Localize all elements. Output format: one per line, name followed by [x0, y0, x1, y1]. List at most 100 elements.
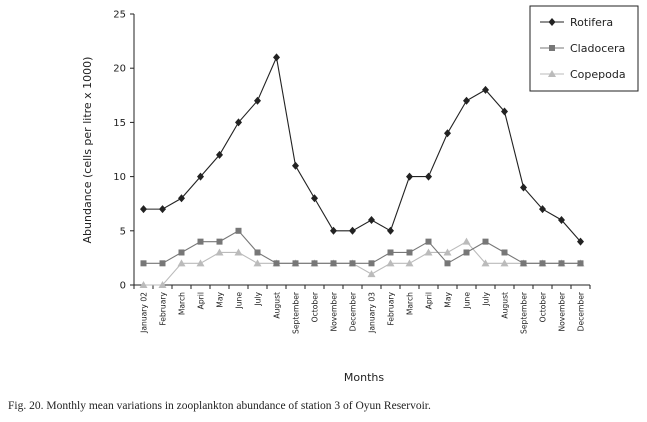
rotifera-point	[425, 172, 432, 181]
legend-item-cladocera: Cladocera	[540, 42, 625, 55]
cladocera-point	[330, 260, 337, 267]
rotifera-point	[349, 226, 356, 235]
rotifera-point	[539, 205, 546, 214]
x-tick-label: May	[216, 291, 225, 307]
y-axis-title: Abundance (cells per litre x 1000)	[81, 57, 94, 244]
legend-marker-copepoda	[548, 70, 556, 77]
x-tick-label: October	[539, 291, 548, 322]
legend-item-copepoda: Copepoda	[540, 68, 626, 81]
cladocera-point	[349, 260, 356, 267]
y-tick-label: 0	[120, 281, 126, 292]
figure-caption: Fig. 20. Monthly mean variations in zoop…	[8, 400, 431, 412]
x-tick-label: December	[349, 291, 358, 331]
x-tick-label: February	[387, 292, 396, 326]
y-tick-label: 15	[113, 118, 126, 129]
rotifera-point	[444, 129, 451, 138]
legend-label: Rotifera	[570, 16, 613, 29]
y-tick-label: 10	[113, 172, 126, 183]
legend-label: Cladocera	[570, 42, 625, 55]
x-tick-label: March	[178, 292, 187, 315]
copepoda-point	[405, 259, 414, 267]
rotifera-point	[197, 172, 204, 181]
rotifera-line	[143, 55, 581, 243]
y-tick-label: 5	[120, 226, 126, 237]
cladocera-point	[140, 260, 147, 267]
cladocera-point	[539, 260, 546, 267]
x-ticks: January 02 February March April May June July A…	[133, 285, 591, 334]
cladocera-point	[425, 238, 432, 245]
cladocera-point	[501, 249, 508, 256]
rotifera-point	[330, 226, 337, 235]
cladocera-point	[254, 249, 261, 256]
legend-item-rotifera: Rotifera	[540, 16, 613, 29]
cladocera-point	[387, 249, 394, 256]
cladocera-point	[178, 249, 185, 256]
x-tick-label: March	[406, 292, 415, 315]
legend-label: Copepoda	[570, 68, 626, 81]
y-ticks: 0 5 10 15 20 25	[113, 10, 134, 292]
copepoda-point	[177, 259, 186, 267]
x-tick-label: August	[501, 292, 510, 319]
cladocera-point	[273, 260, 280, 267]
copepoda-point	[215, 248, 224, 256]
cladocera-line	[143, 230, 581, 265]
x-tick-label: April	[425, 292, 434, 309]
rotifera-point	[216, 150, 223, 159]
copepoda-point	[367, 270, 376, 278]
plot-area: 0 5 10 15 20 25 January 02 February March April M…	[113, 10, 591, 334]
copepoda-point	[139, 281, 148, 288]
rotifera-point	[254, 96, 261, 105]
x-tick-label: November	[558, 291, 567, 331]
copepoda-point	[462, 237, 471, 245]
x-tick-label: January 03	[368, 292, 377, 334]
rotifera-point	[577, 237, 584, 246]
cladocera-point	[482, 238, 489, 245]
rotifera-point	[558, 215, 565, 224]
copepoda-point	[196, 259, 205, 267]
copepoda-point	[481, 259, 490, 267]
cladocera-point	[159, 260, 166, 267]
cladocera-point	[558, 260, 565, 267]
cladocera-point	[520, 260, 527, 267]
copepoda-point	[424, 248, 433, 256]
cladocera-point	[292, 260, 299, 267]
rotifera-point	[178, 194, 185, 203]
cladocera-point	[577, 260, 584, 267]
copepoda-point	[386, 259, 395, 267]
legend: Rotifera Cladocera Copepoda	[529, 5, 639, 92]
x-tick-label: December	[577, 291, 586, 331]
rotifera-point	[463, 96, 470, 105]
copepoda-point	[158, 281, 167, 288]
rotifera-point	[311, 194, 318, 203]
x-tick-label: September	[520, 291, 529, 334]
rotifera-point	[368, 215, 375, 224]
cladocera-point	[368, 260, 375, 267]
cladocera-point	[197, 238, 204, 245]
cladocera-point	[216, 238, 223, 245]
cladocera-point	[406, 249, 413, 256]
x-tick-label: July	[254, 291, 263, 306]
rotifera-point	[159, 205, 166, 214]
cladocera-series	[140, 227, 584, 267]
legend-marker-cladocera	[549, 45, 555, 51]
legend-marker-rotifera	[548, 18, 556, 26]
x-tick-label: January 02	[140, 292, 149, 334]
rotifera-point	[406, 172, 413, 181]
rotifera-point	[520, 183, 527, 192]
x-tick-label: November	[330, 291, 339, 331]
rotifera-series	[140, 53, 584, 246]
y-tick-label: 25	[113, 10, 126, 21]
rotifera-point	[501, 107, 508, 116]
x-tick-label: September	[292, 291, 301, 334]
copepoda-point	[500, 259, 509, 267]
cladocera-point	[311, 260, 318, 267]
x-tick-label: February	[159, 292, 168, 326]
cladocera-point	[463, 249, 470, 256]
x-tick-label: April	[197, 292, 206, 309]
y-tick-label: 20	[113, 64, 126, 75]
rotifera-point	[140, 205, 147, 214]
x-tick-label: June	[463, 292, 472, 310]
copepoda-point	[253, 259, 262, 267]
rotifera-point	[482, 85, 489, 94]
